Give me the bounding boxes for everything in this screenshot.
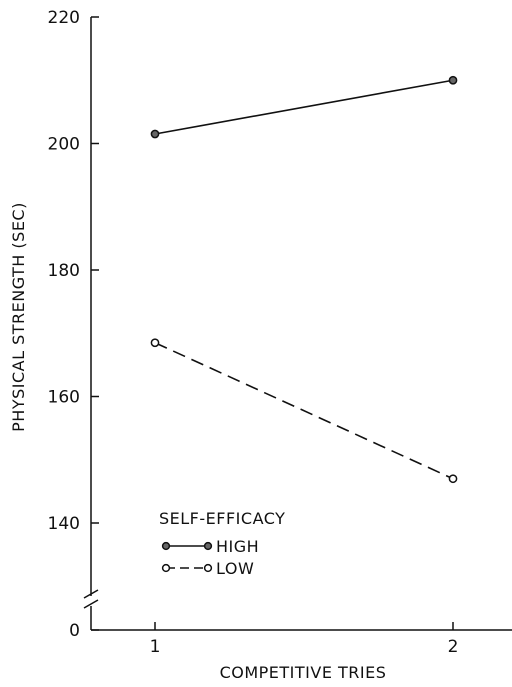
legend-entries: HIGH LOW — [161, 537, 259, 578]
y-tick-label: 180 — [48, 261, 80, 281]
x-tick-label: 2 — [448, 637, 459, 657]
data-point-high — [448, 75, 458, 85]
y-tick-label: 200 — [48, 135, 80, 155]
x-axis-title: COMPETITIVE TRIES — [220, 663, 387, 682]
legend-marker-low — [203, 563, 213, 573]
legend-title: SELF-EFFICACY — [159, 509, 285, 528]
series-line-high — [154, 79, 454, 135]
legend-marker-low — [161, 563, 171, 573]
y-axis-title: PHYSICAL STRENGTH (SEC) — [9, 202, 28, 432]
y-tick-label: 140 — [48, 514, 80, 534]
y-tick-label: 220 — [48, 8, 80, 28]
y-tick-label-zero: 0 — [69, 621, 80, 641]
data-point-low — [448, 474, 458, 484]
y-axis-break-mark-1 — [83, 589, 99, 599]
series-line-low — [154, 342, 454, 480]
legend-label-high: HIGH — [216, 537, 259, 556]
data-point-low — [150, 338, 160, 348]
legend-label-low: LOW — [216, 559, 254, 578]
y-axis-break-mark-2 — [83, 599, 99, 609]
x-tick-label: 1 — [150, 637, 161, 657]
legend: SELF-EFFICACY HIGH LOW — [159, 509, 285, 578]
y-ticks: 220 200 180 160 140 — [48, 8, 99, 534]
series-layer — [150, 75, 458, 484]
legend-marker-high — [161, 541, 171, 551]
y-tick-label: 160 — [48, 388, 80, 408]
legend-marker-high — [203, 541, 213, 551]
data-point-high — [150, 129, 160, 139]
